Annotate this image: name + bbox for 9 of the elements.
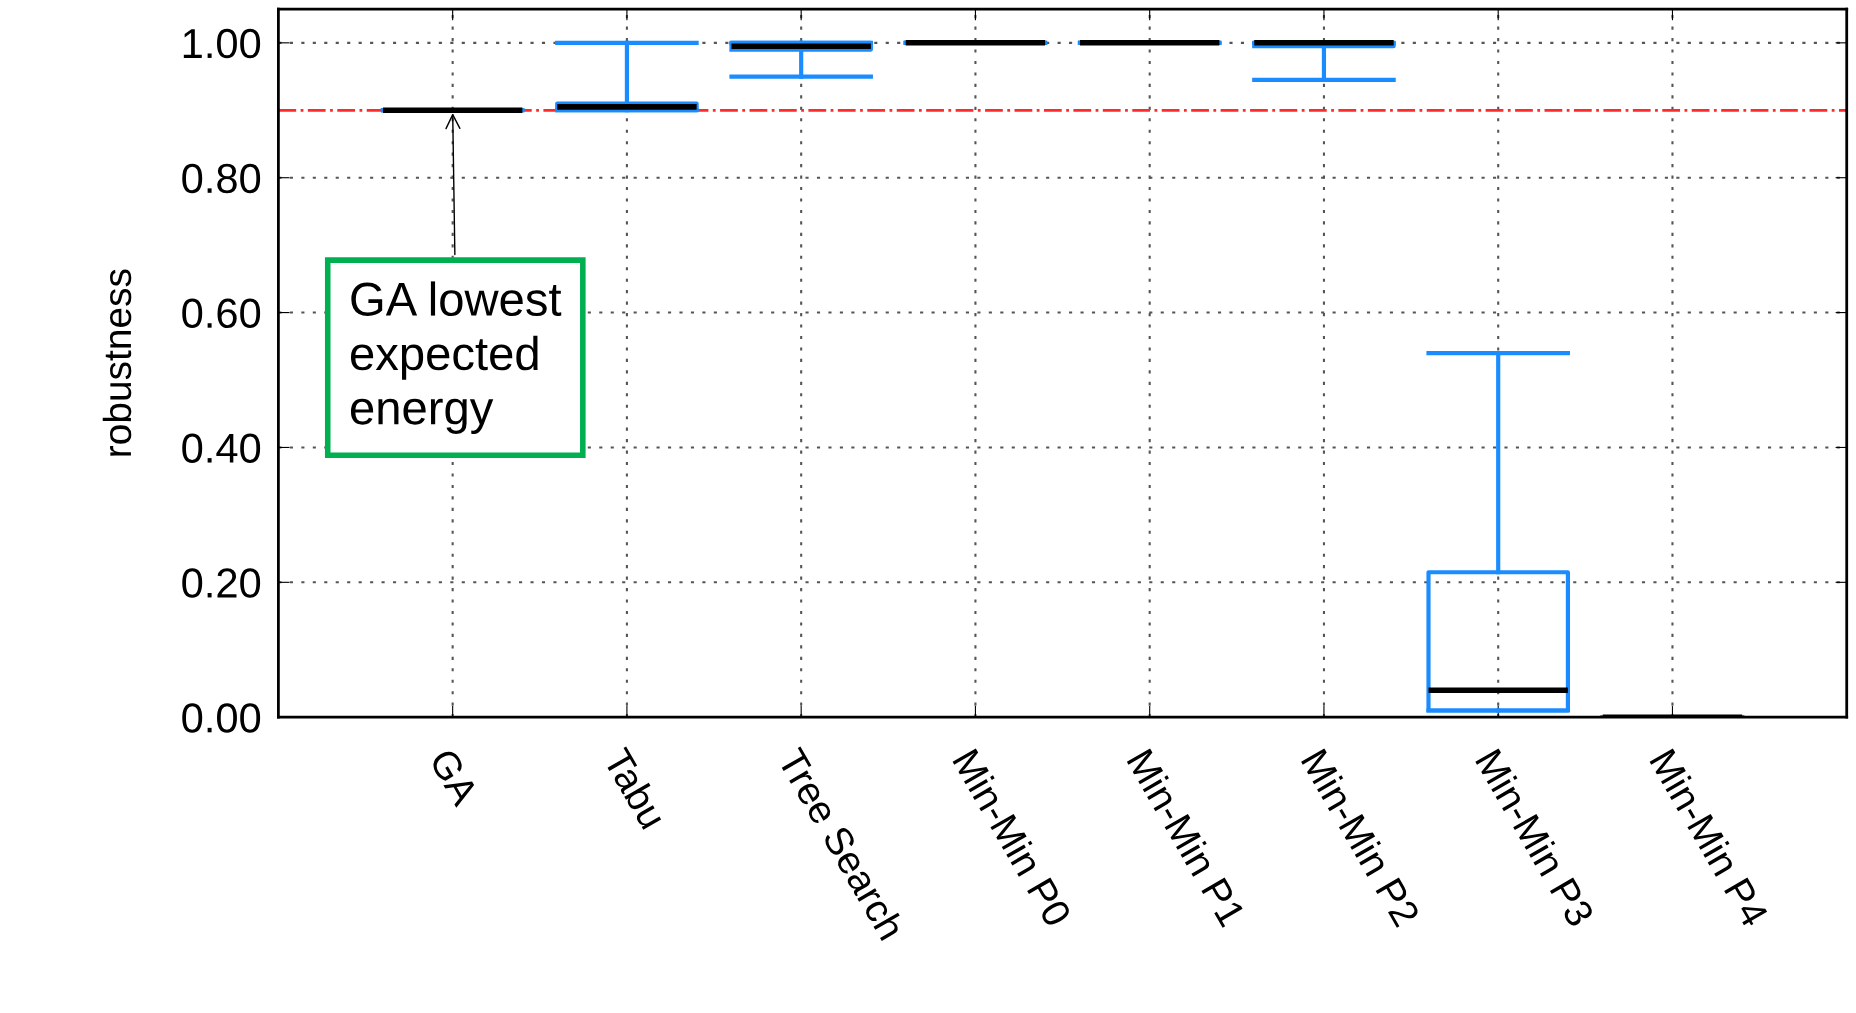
y-tick-label: 0.00 [182,703,261,733]
y-tick-label: 1.00 [183,28,261,59]
y-tick-label: 0.80 [182,163,261,194]
x-tick-label: GA [428,747,480,808]
y-tick-label: 0.40 [182,433,261,463]
y-tick-label: 0.20 [182,568,261,598]
annotation: GA lowest expected energy [350,281,562,434]
y-tick-label: 0.60 [182,298,261,329]
y-axis-title: robustness [102,269,132,456]
